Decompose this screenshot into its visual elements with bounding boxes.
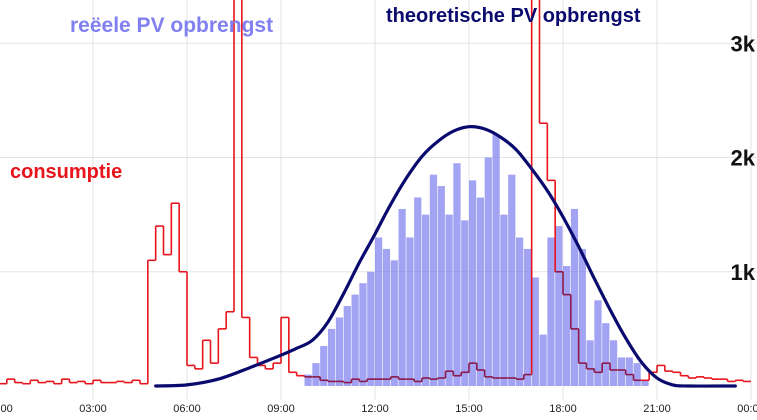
x-tick-label: 03:00 (79, 403, 107, 415)
annotation-pv-actual: reëele PV opbrengst (70, 14, 273, 37)
pv-theoretical-curve (154, 125, 737, 388)
pv-actual-bar (492, 134, 500, 386)
pv-actual-bar (484, 157, 492, 386)
pv-actual-bar (469, 180, 477, 386)
pv-actual-bar (617, 357, 626, 386)
pv-actual-bar (461, 220, 469, 386)
pv-actual-bar (610, 340, 618, 386)
pv-actual-bar (508, 174, 516, 386)
pv-actual-bar (500, 214, 508, 386)
y-tick-label: 3k (731, 31, 756, 56)
x-tick-label: 21:00 (643, 403, 671, 415)
pv-actual-bar (382, 248, 391, 386)
pv-actual-bar (633, 363, 641, 386)
pv-actual-bar (429, 174, 438, 386)
pv-actual-bar (312, 363, 320, 386)
pv-actual-bar (555, 226, 563, 386)
pv-actual-bar (476, 197, 485, 386)
x-tick-label: 12:00 (361, 403, 389, 415)
pv-actual-bar (563, 266, 571, 386)
x-axis: 00:00 03:00 06:00 09:00 12:00 15:00 18:00 21:00… (0, 403, 757, 415)
x-tick-label: 00:00 (0, 403, 13, 415)
pv-actual-bar (343, 306, 351, 386)
pv-actual-bar (398, 208, 406, 386)
x-tick-label: 15:00 (455, 403, 483, 415)
pv-actual-bar (422, 214, 430, 386)
pv-actual-bar (414, 197, 422, 386)
pv-theoretical-series (154, 125, 737, 388)
y-axis: 1k 2k 3k (731, 31, 756, 284)
y-tick-label: 2k (731, 146, 756, 171)
pv-actual-bar (523, 248, 532, 386)
grid-lines (0, 0, 757, 400)
consumption-series (0, 0, 751, 385)
annotations: reëele PV opbrengst theoretische PV opbr… (10, 5, 641, 183)
pv-actual-bar (453, 163, 461, 386)
pv-actual-bar (328, 328, 336, 386)
pv-actual-bar (406, 237, 414, 386)
pv-actual-bar (351, 294, 359, 386)
pv-actual-bar (437, 186, 445, 386)
pv-actual-bar (547, 237, 555, 386)
pv-actual-bar (335, 317, 344, 386)
annotation-pv-theoretical: theoretische PV opbrengst (386, 5, 641, 27)
pv-actual-bar (602, 323, 610, 386)
x-tick-label: 00:00 (737, 403, 757, 415)
pv-actual-bar (570, 208, 579, 386)
pv-actual-bars (304, 134, 649, 386)
pv-actual-bar (625, 357, 633, 386)
x-tick-label: 09:00 (267, 403, 295, 415)
annotation-consumption: consumptie (10, 161, 122, 183)
x-tick-label: 06:00 (173, 403, 201, 415)
pv-actual-bar (641, 380, 649, 386)
pv-actual-bar (578, 248, 586, 386)
pv-actual-bar (539, 334, 547, 386)
pv-actual-bar (320, 346, 328, 386)
pv-actual-bar (359, 283, 367, 386)
pv-actual-bar (594, 300, 602, 386)
y-tick-label: 1k (731, 260, 756, 285)
pv-actual-bar (516, 237, 524, 386)
pv-actual-bar (390, 260, 398, 386)
pv-actual-bar (445, 214, 453, 386)
pv-actual-bar (586, 340, 594, 386)
pv-actual-bar (367, 271, 375, 386)
pv-actual-bar (531, 277, 539, 386)
pv-actual-bar (304, 374, 312, 386)
pv-actual-bar (375, 237, 383, 386)
x-tick-label: 18:00 (549, 403, 577, 415)
